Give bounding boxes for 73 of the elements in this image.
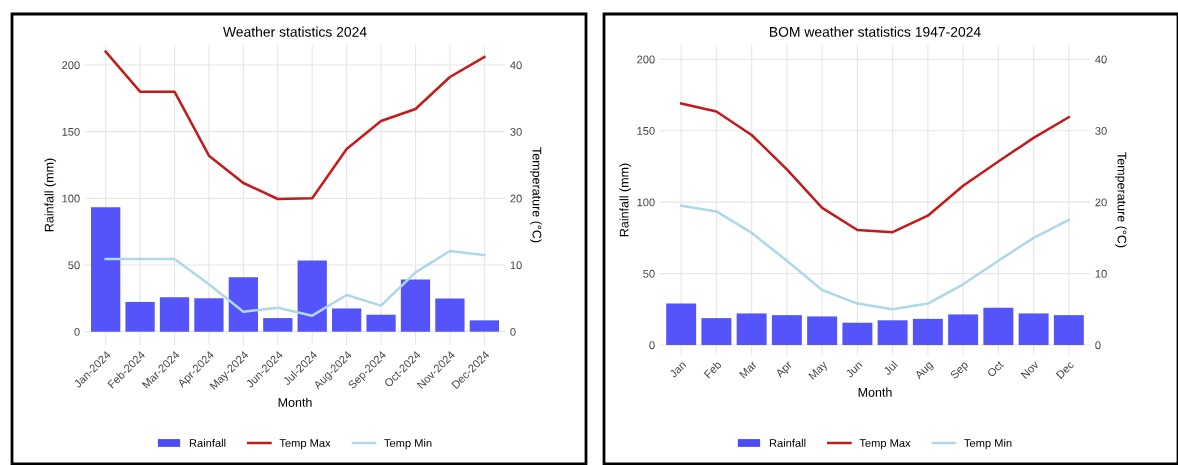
bar — [948, 314, 979, 345]
x-tick-label: Mar — [739, 360, 758, 379]
bar — [736, 313, 767, 345]
y-tick-label: 150 — [62, 127, 80, 136]
y2-tick-label: 10 — [1095, 269, 1107, 278]
y2-axis-title: Temperature (°C) — [1115, 152, 1127, 248]
bar — [771, 315, 802, 345]
legend-label: Temp Min — [964, 438, 1012, 450]
y-tick-label: 50 — [643, 269, 655, 278]
bar — [366, 314, 396, 332]
bar — [1018, 313, 1049, 345]
bar — [297, 260, 327, 332]
x-tick-label: Dec — [1055, 360, 1075, 379]
y-axis-title: Rainfall (mm) — [619, 163, 632, 237]
chart-title: Weather statistics 2024 — [223, 26, 367, 37]
y2-axis-title: Temperature (°C) — [530, 147, 542, 243]
legend-label: Temp Max — [279, 439, 331, 450]
x-tick-label: Nov — [1020, 360, 1040, 379]
bar — [842, 322, 873, 345]
y-tick-label: 100 — [637, 198, 655, 207]
bar — [194, 298, 224, 332]
bar — [912, 318, 943, 345]
y2-tick-label: 40 — [1095, 55, 1107, 64]
x-tick-label: Jun — [845, 360, 863, 379]
y2-tick-label: 20 — [1095, 198, 1107, 207]
y-tick-label: 200 — [637, 55, 655, 64]
y2-tick-label: 20 — [510, 194, 522, 203]
y-tick-label: 100 — [62, 194, 80, 203]
line-series — [679, 102, 1071, 234]
y-tick-label: 50 — [68, 261, 80, 270]
bar — [263, 318, 293, 332]
legend-label: Temp Max — [859, 439, 911, 450]
bar — [1053, 315, 1084, 345]
bar — [666, 303, 697, 345]
x-tick-label: Feb — [703, 360, 722, 379]
bar — [228, 277, 258, 332]
y2-tick-label: 30 — [1095, 126, 1107, 135]
y2-tick-label: 0 — [510, 327, 516, 336]
y-tick-label: 0 — [74, 327, 80, 336]
bar — [159, 297, 190, 332]
y-tick-label: 150 — [637, 126, 655, 135]
chart-title: BOM weather statistics 1947-2024 — [770, 26, 981, 37]
bar — [400, 279, 431, 332]
x-tick-label: Apr — [774, 360, 795, 380]
line-series — [104, 50, 486, 201]
x-tick-label: Oct — [986, 360, 1005, 378]
y2-tick-label: 10 — [510, 261, 522, 270]
bar — [91, 207, 121, 332]
x-tick-label: Jul — [882, 360, 898, 376]
bar — [435, 298, 465, 332]
x-tick-label: Aug — [914, 360, 935, 382]
bar — [125, 301, 155, 332]
x-axis-title: Month — [278, 397, 312, 407]
bar — [332, 308, 362, 332]
line-series — [679, 204, 1071, 311]
y-tick-label: 200 — [62, 61, 80, 70]
bar — [701, 318, 732, 345]
bar — [877, 320, 908, 345]
legend-label: Rainfall — [769, 438, 806, 447]
line-series — [104, 249, 486, 317]
legend-label: Rainfall — [189, 438, 226, 447]
x-axis-title: Month — [858, 387, 892, 397]
legend-label: Temp Min — [384, 438, 432, 450]
y2-tick-label: 40 — [510, 61, 522, 70]
y-tick-label: 0 — [649, 341, 655, 350]
x-tick-label: Jan — [668, 360, 687, 379]
y-axis-title: Rainfall (mm) — [44, 158, 57, 232]
x-tick-label: Sep — [949, 360, 971, 381]
bar — [807, 316, 838, 345]
y2-tick-label: 30 — [510, 127, 522, 136]
bar — [469, 320, 499, 332]
bar — [983, 307, 1014, 345]
y2-tick-label: 0 — [1095, 341, 1101, 350]
